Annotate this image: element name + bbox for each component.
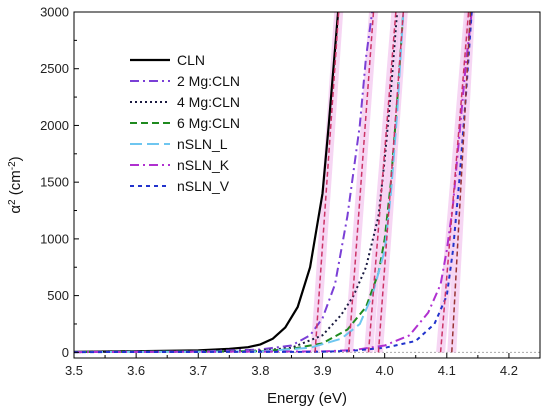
y-tick-label: 2000 (40, 118, 69, 133)
legend: CLN 2 Mg:CLN 4 Mg:CLN 6 Mg:CLN nSLN_L nSLN_Kn… (130, 52, 240, 194)
y-tick-label: 1500 (40, 175, 69, 190)
x-tick-label: 4.2 (500, 363, 518, 378)
y-label-unit-sup: -2 (7, 161, 18, 170)
x-axis-label: Energy (eV) (267, 390, 347, 407)
legend-label-6: nSLN_K (177, 157, 230, 173)
fit-line-5 (439, 12, 470, 353)
legend-label-7: nSLN_V (177, 178, 230, 194)
fit-line-6 (451, 12, 472, 353)
y-tick-label: 0 (62, 345, 69, 360)
y-label-sup: 2 (7, 199, 18, 205)
x-tick-label: 3.5 (65, 363, 83, 378)
fit-line-2 (347, 12, 375, 353)
y-tick-label: 2500 (40, 61, 69, 76)
x-tick-label: 3.6 (127, 363, 145, 378)
fit-line-3 (367, 12, 397, 353)
series-line-6 (74, 12, 473, 354)
y-axis-label: α2 (cm-2) (7, 156, 25, 213)
y-tick-label: 500 (47, 288, 69, 303)
legend-label-2: 2 Mg:CLN (177, 73, 240, 89)
series-line-5 (74, 12, 405, 354)
plot-frame (73, 11, 541, 359)
legend-label-5: nSLN_L (177, 136, 228, 152)
x-tick-label: 4.0 (376, 363, 394, 378)
legend-label-3: 4 Mg:CLN (177, 94, 240, 110)
y-tick-label: 1000 (40, 231, 69, 246)
series-line-1 (74, 12, 340, 353)
plot-content (74, 12, 540, 354)
x-tick-label: 3.9 (313, 363, 331, 378)
y-tick-label: 3000 (40, 5, 69, 20)
x-tick-label: 3.7 (189, 363, 207, 378)
series-line-7 (74, 12, 473, 354)
legend-label-4: 6 Mg:CLN (177, 115, 240, 131)
legend-label-1: CLN (177, 52, 205, 68)
axes: 3.5 3.6 3.7 3.8 3.9 4.0 4.1 4.2 0 500 1000 1500 2000… (40, 5, 518, 379)
x-tick-label: 4.1 (438, 363, 456, 378)
fit-line-4 (377, 12, 405, 353)
x-tick-label: 3.8 (251, 363, 269, 378)
y-label-unit-close: ) (7, 156, 24, 161)
y-label-main: α (7, 205, 24, 214)
fit-line-1 (314, 12, 340, 353)
y-label-unit-open: (cm (7, 170, 24, 199)
